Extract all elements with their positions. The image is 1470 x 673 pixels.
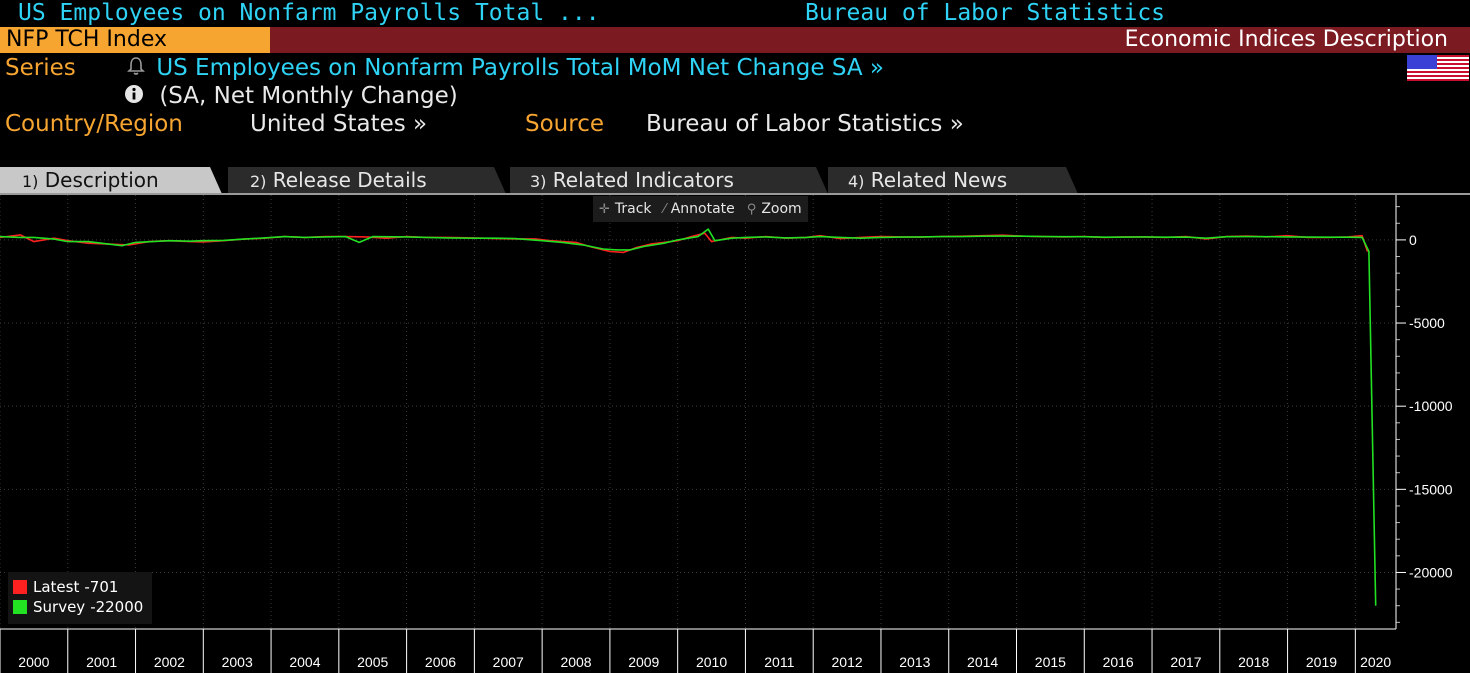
country-row: Country/Region	[5, 111, 183, 137]
legend-swatch	[13, 600, 27, 614]
tab-label: Release Details	[272, 168, 427, 192]
x-tick-label: 2006	[425, 654, 456, 670]
tab-number: 3)	[530, 172, 547, 191]
crosshair-icon: ✛	[599, 201, 610, 217]
x-tick-label: 2004	[289, 654, 320, 670]
payrolls-chart[interactable]: 2000 2001 2002 2003 2004 2005 2006 2007 2008 2009…	[0, 195, 1470, 673]
x-tick-label: 2019	[1306, 654, 1337, 670]
country-link[interactable]: United States »	[250, 111, 428, 137]
x-tick-label: 2002	[154, 654, 185, 670]
x-tick-label: 2007	[493, 654, 524, 670]
us-flag-icon	[1407, 55, 1469, 81]
series-sub-row: (SA, Net Monthly Change)	[124, 83, 458, 110]
magnifier-icon: ⚲	[746, 201, 757, 217]
tab-label: Description	[44, 168, 159, 192]
x-tick-label: 2018	[1238, 654, 1269, 670]
tab-number: 1)	[22, 172, 39, 191]
tab-related-indicators[interactable]: 3) Related Indicators	[510, 167, 828, 194]
x-tick-label: 2001	[86, 654, 117, 670]
zoom-button[interactable]: ⚲ Zoom	[741, 201, 808, 217]
legend-name: Latest	[33, 578, 80, 596]
track-label: Track	[614, 201, 652, 217]
tab-label: Related Indicators	[552, 168, 734, 192]
annotate-button[interactable]: ⁄ Annotate	[658, 201, 741, 217]
x-tick-label: 2010	[696, 654, 727, 670]
function-name: Economic Indices Description	[1124, 27, 1448, 52]
source-title: Bureau of Labor Statistics	[805, 0, 1166, 26]
x-tick-label: 2000	[18, 654, 49, 670]
country-label: Country/Region	[5, 111, 183, 137]
chart-toolbar: ✛ Track ⁄ Annotate ⚲ Zoom	[593, 196, 808, 222]
y-tick-label: -10000	[1409, 398, 1453, 414]
x-tick-label: 2016	[1103, 654, 1134, 670]
x-tick-label: 2014	[967, 654, 998, 670]
series-name-row: US Employees on Nonfarm Payrolls Total M…	[127, 55, 884, 82]
tab-number: 4)	[848, 172, 865, 191]
series-subtitle: (SA, Net Monthly Change)	[159, 83, 458, 109]
pencil-icon: ⁄	[663, 201, 666, 217]
x-tick-label: 2012	[832, 654, 863, 670]
tab-divider	[0, 193, 1470, 195]
zoom-label: Zoom	[761, 201, 802, 217]
tab-bar: 1) Description 2) Release Details 3) Rel…	[0, 167, 1470, 194]
tab-description[interactable]: 1) Description	[0, 167, 222, 194]
tab-release-details[interactable]: 2) Release Details	[228, 167, 506, 194]
legend-item-survey[interactable]: Survey -22000	[13, 598, 143, 616]
track-button[interactable]: ✛ Track	[593, 201, 658, 217]
y-tick-label: 0	[1409, 232, 1417, 248]
source-row: Source	[525, 111, 604, 137]
bell-icon[interactable]	[127, 56, 149, 82]
legend-value: -701	[84, 578, 119, 596]
tab-label: Related News	[870, 168, 1008, 192]
x-tick-label: 2005	[357, 654, 388, 670]
command-bar: NFP TCH Index Economic Indices Descripti…	[0, 27, 1470, 53]
source-link[interactable]: Bureau of Labor Statistics »	[646, 111, 964, 137]
x-tick-label: 2013	[899, 654, 930, 670]
series-line-latest	[0, 232, 1369, 254]
x-tick-label: 2017	[1170, 654, 1201, 670]
tab-related-news[interactable]: 4) Related News	[828, 167, 1078, 194]
series-name-link[interactable]: US Employees on Nonfarm Payrolls Total M…	[156, 55, 884, 81]
source-label: Source	[525, 111, 604, 137]
legend-item-latest[interactable]: Latest -701	[13, 578, 118, 596]
x-tick-label: 2020	[1360, 654, 1391, 670]
window-title: US Employees on Nonfarm Payrolls Total .…	[18, 0, 600, 26]
country-value-row: United States »	[250, 111, 427, 137]
series-row: Series	[5, 55, 76, 81]
x-tick-label: 2009	[628, 654, 659, 670]
legend-name: Survey	[33, 598, 86, 616]
series-label: Series	[5, 55, 76, 81]
info-icon[interactable]	[124, 84, 152, 110]
legend-swatch	[13, 580, 27, 594]
title-bar: US Employees on Nonfarm Payrolls Total .…	[0, 0, 1470, 27]
chart-legend: Latest -701 Survey -22000	[8, 572, 152, 624]
x-tick-label: 2008	[560, 654, 591, 670]
legend-value: -22000	[90, 598, 144, 616]
y-tick-label: -20000	[1409, 564, 1453, 580]
y-tick-label: -15000	[1409, 481, 1453, 497]
x-tick-label: 2003	[222, 654, 253, 670]
source-value-row: Bureau of Labor Statistics »	[646, 111, 964, 137]
x-tick-label: 2011	[764, 654, 794, 670]
annotate-label: Annotate	[670, 201, 735, 217]
x-tick-label: 2015	[1035, 654, 1066, 670]
y-tick-label: -5000	[1409, 315, 1445, 331]
tab-number: 2)	[250, 172, 267, 191]
series-line-survey	[0, 228, 1377, 606]
ticker-field[interactable]: NFP TCH Index	[0, 27, 270, 53]
